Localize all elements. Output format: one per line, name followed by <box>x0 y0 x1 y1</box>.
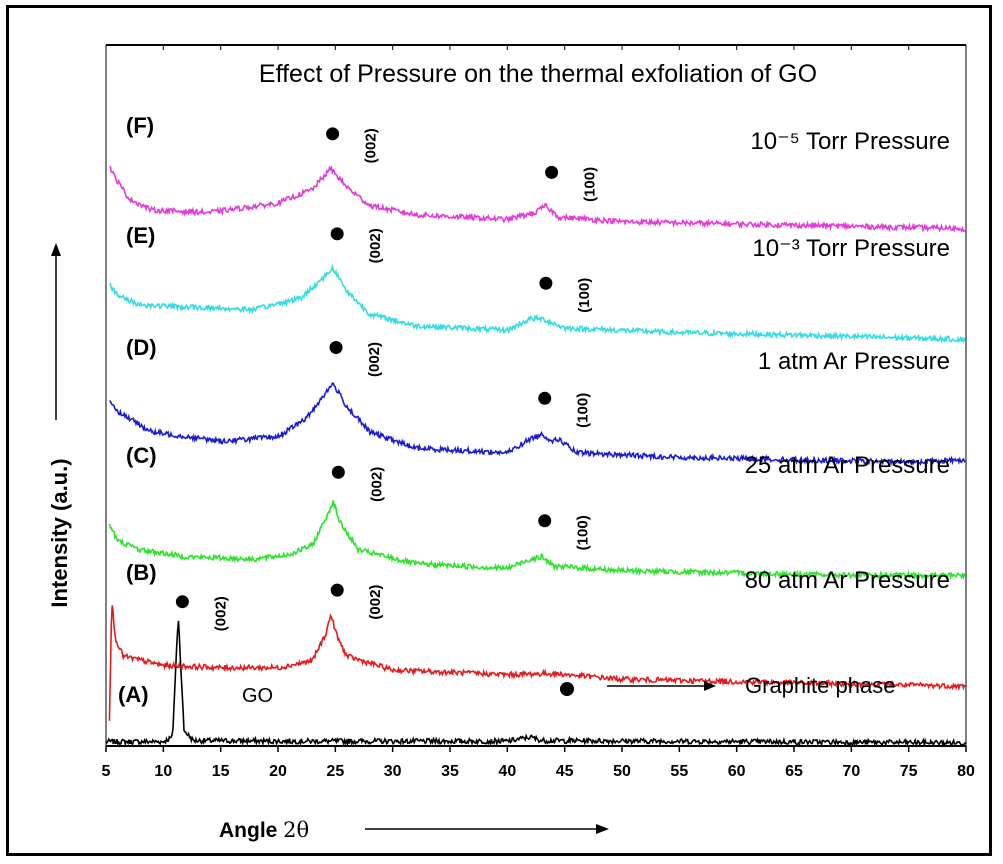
series-letter-E: (E) <box>126 223 155 248</box>
x-tick-label: 55 <box>670 763 688 780</box>
peak-label-C: (100) <box>575 515 592 550</box>
peak-marker-C <box>331 465 345 479</box>
series-line-D <box>109 382 966 467</box>
series-letter-A: (A) <box>118 682 149 707</box>
peak-marker-F <box>545 165 559 179</box>
peak-label-A: (002) <box>212 596 229 631</box>
peak-marker-F <box>326 127 340 141</box>
x-tick-label: 20 <box>269 763 287 780</box>
x-tick-label: 70 <box>842 763 860 780</box>
pressure-label-D: 1 atm Ar Pressure <box>758 348 950 375</box>
peak-marker-B <box>330 583 344 597</box>
peak-marker-E <box>539 276 553 290</box>
x-ticks: 5 10 15 20 25 30 35 40 45 50 55 60 65 70 75 80 <box>102 45 975 780</box>
x-tick-label: 80 <box>957 763 975 780</box>
x-tick-label: 10 <box>154 763 172 780</box>
legend-marker <box>560 682 574 696</box>
peak-marker-E <box>330 227 344 241</box>
peak-label-D: (002) <box>366 342 383 377</box>
peak-label-B: (002) <box>367 585 384 620</box>
x-axis-label-prefix: Angle <box>219 819 283 842</box>
peak-label-E: (002) <box>367 228 384 263</box>
pressure-label-C: 25 atm Ar Pressure <box>745 452 950 479</box>
x-tick-label: 50 <box>613 763 631 780</box>
series-line-C <box>108 500 966 581</box>
y-axis-label: Intensity (a.u.) <box>47 458 72 607</box>
series-line-B <box>108 605 966 721</box>
x-tick-label: 75 <box>900 763 918 780</box>
x-axis-label: Angle 2θ <box>219 818 309 842</box>
chart-title: Effect of Pressure on the thermal exfoli… <box>259 60 817 88</box>
series-letter-D: (D) <box>126 335 157 360</box>
x-tick-label: 5 <box>102 763 111 780</box>
pressure-label-B: 80 atm Ar Pressure <box>745 567 950 594</box>
peak-label-C: (002) <box>368 467 385 502</box>
x-tick-label: 15 <box>212 763 230 780</box>
peak-label-D: (100) <box>575 393 592 428</box>
legend-text: Graphite phase <box>745 673 895 698</box>
series-letter-C: (C) <box>126 443 157 468</box>
peak-label-E: (100) <box>576 278 593 313</box>
x-tick-label: 65 <box>785 763 803 780</box>
pressure-label-E: 10⁻³ Torr Pressure <box>752 235 950 262</box>
x-tick-label: 25 <box>326 763 344 780</box>
labels-layer: (A) GO (002) (B) 80 atm Ar Pressure (002) (C) 2… <box>118 113 950 707</box>
series-layer <box>105 165 967 748</box>
series-letter-B: (B) <box>126 560 157 585</box>
x-tick-label: 60 <box>728 763 746 780</box>
pressure-label-F: 10⁻⁵ Torr Pressure <box>750 128 950 155</box>
x-tick-label: 45 <box>556 763 574 780</box>
series-line-E <box>108 263 967 344</box>
x-arrow-head <box>596 824 609 834</box>
x-tick-label: 40 <box>498 763 516 780</box>
series-line-F <box>109 165 966 233</box>
series-line-A <box>105 620 967 748</box>
y-arrow-head <box>51 243 61 256</box>
go-label: GO <box>242 685 273 707</box>
legend-arrow-head <box>704 681 716 691</box>
peak-marker-D <box>538 391 552 405</box>
peak-marker-A <box>175 595 189 609</box>
peak-marker-D <box>329 340 343 354</box>
x-tick-label: 30 <box>384 763 402 780</box>
peak-label-F: (100) <box>582 167 599 202</box>
figure-border <box>6 5 992 856</box>
x-tick-label: 35 <box>441 763 459 780</box>
x-axis-label-symbol: 2θ <box>283 818 309 842</box>
peak-marker-C <box>538 514 552 528</box>
peak-label-F: (002) <box>363 128 380 163</box>
series-letter-F: (F) <box>126 113 154 138</box>
